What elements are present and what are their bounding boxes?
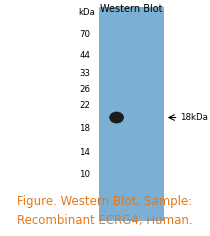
Text: 26: 26 [79, 85, 90, 94]
Bar [99, 7, 164, 221]
Text: 22: 22 [79, 101, 90, 110]
Text: 14: 14 [79, 148, 90, 157]
Text: 70: 70 [79, 30, 90, 39]
Text: Recombinant ECRG4, Human.: Recombinant ECRG4, Human. [17, 214, 193, 227]
Text: 10: 10 [79, 170, 90, 179]
Text: Figure. Western Blot; Sample:: Figure. Western Blot; Sample: [17, 195, 193, 208]
Text: kDa: kDa [79, 8, 96, 17]
Text: 18kDa: 18kDa [180, 113, 207, 122]
Text: 33: 33 [79, 69, 90, 78]
Text: 18: 18 [79, 124, 90, 133]
Ellipse shape [109, 112, 124, 123]
Text: Western Blot: Western Blot [100, 4, 163, 13]
Text: 44: 44 [79, 51, 90, 60]
